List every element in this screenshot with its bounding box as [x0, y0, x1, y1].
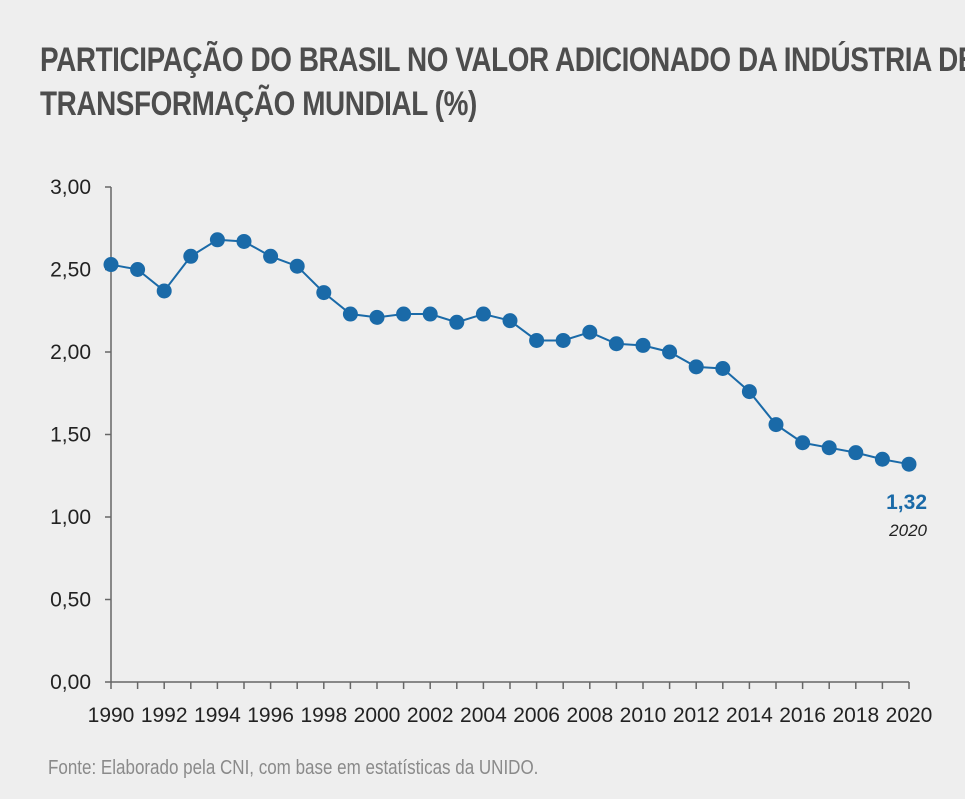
y-tick-label: 1,50	[50, 424, 91, 447]
data-point	[502, 313, 518, 329]
x-tick-label: 1996	[247, 704, 294, 727]
data-point	[369, 309, 385, 325]
x-tick-label: 1998	[300, 704, 347, 727]
last-value-label: 1,32	[886, 491, 927, 514]
x-tick-label: 2006	[513, 704, 560, 727]
x-tick-label: 2018	[832, 704, 879, 727]
data-point	[662, 344, 678, 360]
data-point	[422, 306, 438, 322]
data-point	[555, 332, 571, 348]
data-point	[130, 262, 146, 277]
x-tick-label: 2014	[726, 704, 773, 727]
x-tick-label: 1990	[88, 704, 135, 727]
data-point	[209, 232, 225, 248]
y-tick-label: 1,00	[50, 506, 91, 529]
source-note: Fonte: Elaborado pela CNI, com base em e…	[48, 757, 539, 779]
data-point	[635, 337, 651, 353]
data-point	[582, 324, 598, 340]
x-tick-label: 2012	[673, 704, 720, 727]
data-point	[449, 314, 465, 330]
data-point	[342, 306, 358, 322]
y-tick-label: 2,00	[50, 341, 91, 364]
x-tick-label: 2004	[460, 704, 507, 727]
y-tick-label: 0,50	[50, 589, 91, 612]
data-point	[183, 248, 199, 264]
x-tick-label: 2010	[620, 704, 667, 727]
data-point	[688, 359, 704, 375]
last-year-label: 2020	[888, 521, 927, 540]
data-point	[316, 285, 332, 301]
y-tick-label: 2,50	[50, 259, 91, 282]
data-point	[396, 306, 412, 322]
x-tick-label: 1994	[194, 704, 241, 727]
x-tick-label: 2002	[407, 704, 454, 727]
data-point	[848, 445, 864, 461]
data-point	[156, 283, 172, 299]
data-point	[608, 336, 624, 352]
series-line	[110, 238, 910, 466]
x-tick-label: 1992	[141, 704, 188, 727]
y-tick-label: 0,00	[50, 671, 91, 694]
y-tick-label: 3,00	[50, 176, 91, 199]
data-point	[236, 233, 252, 249]
data-point	[715, 361, 731, 376]
data-point	[795, 435, 811, 451]
x-tick-label: 2008	[566, 704, 613, 727]
data-point	[741, 384, 757, 400]
data-point	[475, 306, 491, 322]
x-tick-label: 2020	[886, 704, 933, 727]
data-point	[103, 257, 119, 273]
data-point	[289, 258, 305, 274]
data-point	[874, 451, 890, 467]
x-tick-label: 2000	[354, 704, 401, 727]
data-point	[768, 417, 784, 433]
x-tick-label: 2016	[779, 704, 826, 727]
data-point	[821, 440, 837, 456]
data-point	[263, 248, 279, 264]
data-point	[901, 456, 917, 472]
data-point	[529, 332, 545, 348]
chart-title-line-2: TRANSFORMAÇÃO MUNDIAL (%)	[40, 85, 477, 123]
